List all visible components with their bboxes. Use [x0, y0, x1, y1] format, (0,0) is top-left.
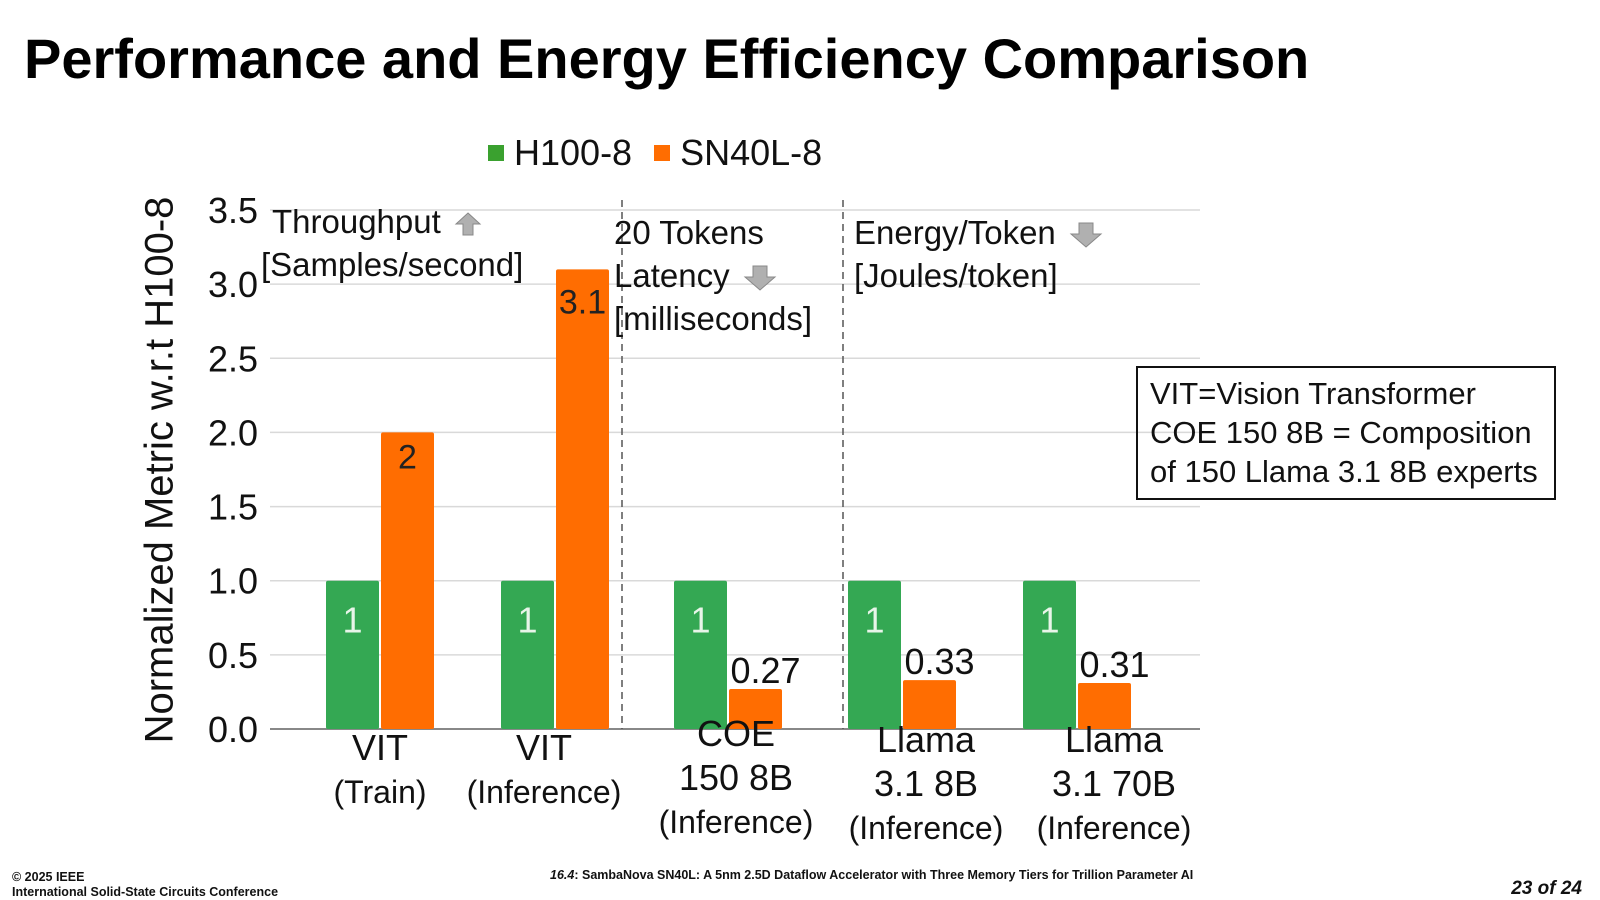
y-tick-label: 2.5	[208, 338, 258, 379]
bar-h100	[1023, 580, 1076, 729]
latency-unit: [milliseconds]	[614, 300, 813, 337]
y-tick-label: 0.0	[208, 709, 258, 750]
note-line-3: of 150 Llama 3.1 8B experts	[1150, 454, 1538, 489]
x-category-line3: (Inference)	[1036, 810, 1192, 846]
x-category-line2: 3.1 70B	[1051, 763, 1177, 804]
y-tick-label: 2.0	[208, 412, 258, 453]
legend-label-h100: H100-8	[514, 132, 633, 173]
arrow-down-icon	[1069, 222, 1103, 248]
bar-h100	[501, 580, 554, 729]
x-category-line3: (Inference)	[658, 804, 814, 840]
legend-label-sn40l: SN40L-8	[680, 132, 823, 173]
latency-label-2: Latency	[614, 257, 730, 294]
x-category-line1: VIT	[351, 727, 408, 768]
paper-title: : SambaNova SN40L: A 5nm 2.5D Dataflow A…	[574, 868, 1194, 882]
y-tick-label: 3.0	[208, 264, 258, 305]
x-category-line3: (Inference)	[848, 810, 1004, 846]
y-tick-label: 1.5	[208, 487, 258, 528]
data-label-h100: 1	[1039, 600, 1059, 641]
x-category-label: Llama 3.1 70B (Inference)	[1037, 718, 1192, 850]
arrow-down-icon	[743, 265, 777, 291]
footer-paper-title: 16.4: SambaNova SN40L: A 5nm 2.5D Datafl…	[550, 868, 1193, 882]
data-label-h100: 1	[342, 600, 362, 641]
x-category-label: VIT (Inference)	[467, 726, 622, 814]
chart-legend: H100-8 SN40L-8	[488, 132, 844, 174]
x-category-label: Llama 3.1 8B (Inference)	[849, 718, 1004, 850]
x-category-line2: (Train)	[333, 774, 427, 810]
data-label-sn40l: 3.1	[559, 283, 606, 321]
x-category-label: COE 150 8B (Inference)	[659, 712, 814, 844]
legend-item-h100: H100-8	[488, 132, 632, 174]
note-line-1: VIT=Vision Transformer	[1150, 376, 1476, 411]
x-category-label: VIT (Train)	[333, 726, 426, 814]
data-label-sn40l: 0.33	[904, 641, 974, 682]
data-label-h100: 1	[690, 600, 710, 641]
bar-sn40l	[903, 680, 956, 729]
bar-sn40l	[381, 432, 434, 729]
x-category-line2: (Inference)	[466, 774, 622, 810]
legend-swatch-sn40l	[654, 145, 671, 161]
x-category-line1: VIT	[515, 727, 573, 768]
x-category-line1: COE	[696, 713, 776, 754]
x-category-line1: Llama	[876, 719, 976, 760]
x-category-line2: 150 8B	[678, 757, 794, 798]
data-label-h100: 1	[864, 600, 884, 641]
bar-h100	[848, 580, 901, 729]
legend-swatch-h100	[488, 145, 504, 161]
x-category-line1: Llama	[1064, 719, 1164, 760]
y-tick-label: 1.0	[208, 561, 258, 602]
data-label-sn40l: 0.27	[730, 650, 800, 691]
arrow-up-icon	[454, 212, 482, 236]
latency-label-1: 20 Tokens	[614, 214, 764, 251]
bar-h100	[326, 580, 379, 729]
page-number: 23 of 24	[1511, 878, 1582, 899]
bar-sn40l	[1078, 683, 1131, 729]
footer-copyright: © 2025 IEEE International Solid-State Ci…	[12, 870, 278, 900]
energy-label: Energy/Token	[854, 214, 1056, 251]
energy-unit: [Joules/token]	[854, 257, 1058, 294]
y-tick-label: 0.5	[208, 635, 258, 676]
latency-annotation: 20 Tokens Latency [milliseconds]	[614, 211, 812, 340]
y-tick-label: 3.5	[208, 190, 258, 231]
data-label-sn40l: 0.31	[1079, 644, 1149, 685]
throughput-annotation: Throughput [Samples/second]	[261, 200, 523, 286]
copyright-text: © 2025 IEEE	[12, 870, 85, 884]
bar-sn40l	[556, 269, 609, 729]
conference-name: International Solid-State Circuits Confe…	[12, 885, 279, 899]
data-label-sn40l: 2	[398, 438, 417, 476]
slide-title: Performance and Energy Efficiency Compar…	[24, 27, 1310, 90]
data-label-h100: 1	[517, 600, 537, 641]
bar-sn40l	[729, 688, 782, 729]
x-category-line2: 3.1 8B	[873, 763, 979, 804]
abbreviation-note: VIT=Vision Transformer COE 150 8B = Comp…	[1136, 366, 1556, 500]
session-number: 16.4	[550, 868, 575, 882]
throughput-unit: [Samples/second]	[261, 246, 524, 283]
throughput-label: Throughput	[272, 203, 441, 240]
bar-h100	[674, 580, 727, 729]
legend-item-sn40l: SN40L-8	[654, 132, 822, 174]
energy-annotation: Energy/Token [Joules/token]	[854, 211, 1103, 297]
note-line-2: COE 150 8B = Composition	[1150, 415, 1532, 450]
